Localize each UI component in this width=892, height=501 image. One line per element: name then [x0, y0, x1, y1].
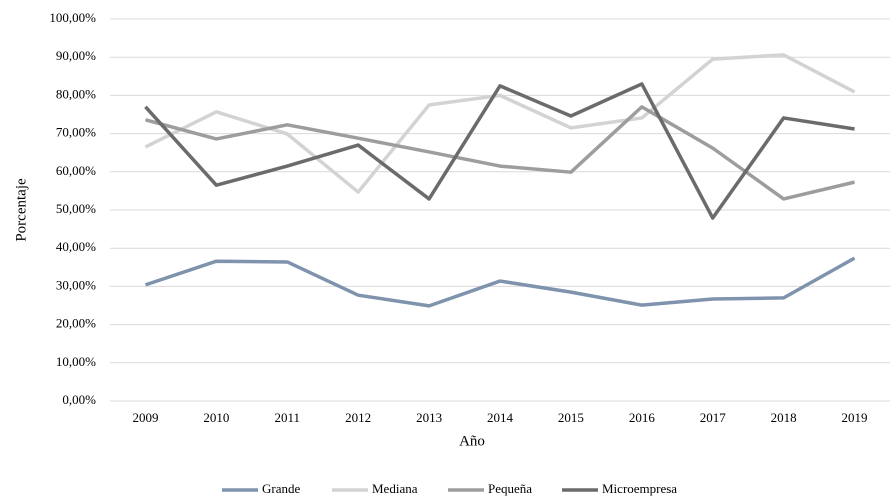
y-tick-label: 20,00%: [56, 316, 96, 331]
x-tick-label: 2009: [132, 410, 158, 425]
x-tick-label: 2011: [275, 410, 301, 425]
x-tick-label: 2016: [629, 410, 656, 425]
y-tick-label: 30,00%: [56, 277, 96, 292]
y-tick-label: 40,00%: [56, 239, 96, 254]
x-tick-label: 2010: [203, 410, 229, 425]
y-tick-label: 10,00%: [56, 354, 96, 369]
y-tick-label: 50,00%: [56, 201, 96, 216]
y-tick-label: 70,00%: [56, 125, 96, 140]
series-line: [144, 53, 856, 194]
legend-label: Microempresa: [602, 481, 677, 496]
y-tick-label: 80,00%: [56, 86, 96, 101]
series-line: [144, 256, 856, 308]
y-tick-label: 100,00%: [49, 10, 96, 25]
x-tick-label: 2019: [842, 410, 868, 425]
y-tick-label: 0,00%: [62, 392, 96, 407]
y-tick-label: 90,00%: [56, 48, 96, 63]
series-line: [144, 82, 855, 220]
x-tick-label: 2015: [558, 410, 584, 425]
series-line: [144, 105, 855, 201]
x-tick-label: 2014: [487, 410, 514, 425]
legend-label: Mediana: [372, 481, 418, 496]
legend-label: Grande: [262, 481, 300, 496]
x-tick-label: 2012: [345, 410, 371, 425]
y-axis-label: Porcentaje: [13, 178, 29, 242]
x-tick-label: 2018: [771, 410, 797, 425]
y-tick-label: 60,00%: [56, 163, 96, 178]
x-axis-label: Año: [459, 433, 485, 449]
legend-label: Pequeña: [488, 481, 532, 496]
x-tick-label: 2017: [700, 410, 727, 425]
x-tick-label: 2013: [416, 410, 442, 425]
